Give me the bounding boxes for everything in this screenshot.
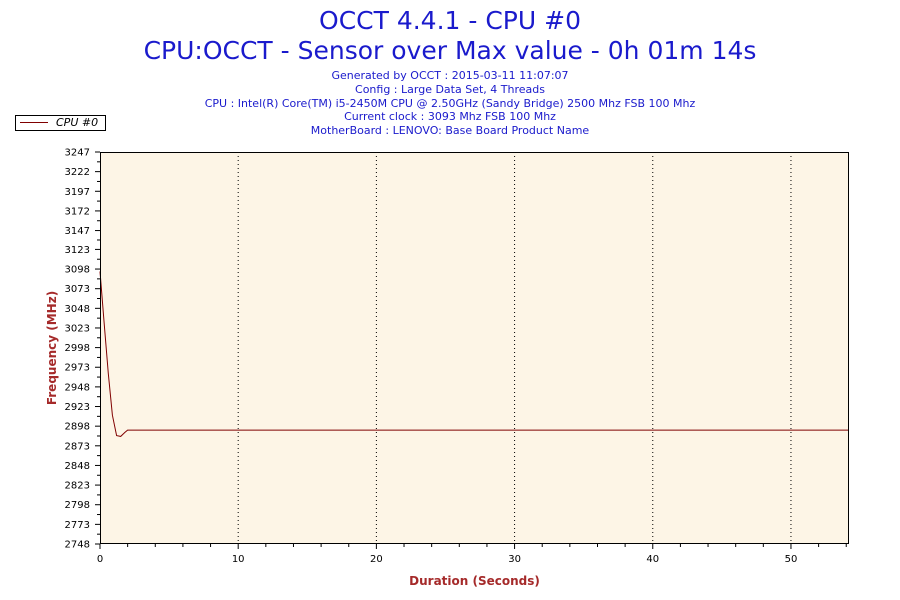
y-tick-label: 2848 <box>65 461 90 472</box>
y-tick-label: 2923 <box>65 402 90 413</box>
y-axis: 2748 2773 2798 2823 2848 2873 2898 2923 2948 2973… <box>65 148 100 551</box>
y-tick-label: 2748 <box>65 540 90 551</box>
info-block: Generated by OCCT : 2015-03-11 11:07:07 … <box>0 69 900 138</box>
x-tick-label: 10 <box>232 554 245 565</box>
y-tick-label: 3247 <box>65 148 90 159</box>
y-tick-label: 3197 <box>65 187 90 198</box>
x-tick-label: 50 <box>785 554 798 565</box>
y-tick-label: 2798 <box>65 500 90 511</box>
y-tick-label: 3048 <box>65 304 90 315</box>
y-tick-label: 2948 <box>65 382 90 393</box>
legend: CPU #0 <box>15 115 106 131</box>
y-tick-label: 2973 <box>65 363 90 374</box>
info-current-clock: Current clock : 3093 Mhz FSB 100 Mhz <box>344 110 556 124</box>
y-axis-title: Frequency (MHz) <box>45 291 59 405</box>
info-cpu: CPU : Intel(R) Core(TM) i5-2450M CPU @ 2… <box>204 96 696 110</box>
chart-subtitle: CPU:OCCT - Sensor over Max value - 0h 01… <box>143 36 757 65</box>
grid-lines <box>237 152 792 544</box>
x-tick-label: 30 <box>508 554 521 565</box>
y-tick-label: 3098 <box>65 265 90 276</box>
y-tick-label: 3123 <box>65 245 90 256</box>
x-tick-label: 40 <box>646 554 659 565</box>
y-tick-label: 3172 <box>65 206 90 217</box>
x-axis-title: Duration (Seconds) <box>409 574 540 588</box>
y-tick-label: 2873 <box>65 441 90 452</box>
y-tick-label: 2998 <box>65 343 90 354</box>
y-tick-label: 3147 <box>65 226 90 237</box>
y-tick-label: 3023 <box>65 323 90 334</box>
plot-border <box>100 152 849 544</box>
info-motherboard: MotherBoard : LENOVO: Base Board Product… <box>310 124 590 138</box>
y-tick-label: 3222 <box>65 167 90 178</box>
x-tick-label: 20 <box>370 554 383 565</box>
x-tick-label: 0 <box>97 554 103 565</box>
y-tick-label: 2773 <box>65 520 90 531</box>
y-tick-label: 2823 <box>65 481 90 492</box>
y-tick-label: 2898 <box>65 422 90 433</box>
chart-title: OCCT 4.4.1 - CPU #0 <box>319 6 581 35</box>
series-line-cpu0 <box>99 271 849 437</box>
info-config: Config : Large Data Set, 4 Threads <box>355 82 545 96</box>
y-tick-label: 3073 <box>65 284 90 295</box>
info-generated: Generated by OCCT : 2015-03-11 11:07:07 <box>331 69 569 82</box>
x-axis: 0 10 20 30 40 50 <box>97 544 847 565</box>
plot-area <box>100 152 849 544</box>
legend-label: CPU #0 <box>56 116 99 129</box>
legend-swatch <box>20 122 48 123</box>
